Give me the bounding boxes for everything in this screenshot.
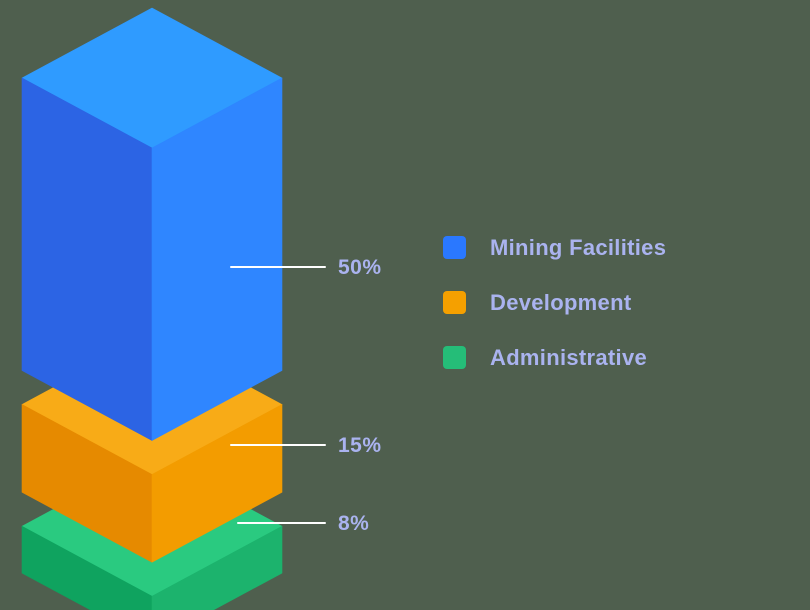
legend-item-administrative: Administrative — [443, 346, 666, 369]
percent-label-development: 15% — [338, 434, 382, 457]
legend-label-mining-facilities: Mining Facilities — [490, 234, 667, 260]
administrative-right-face — [151, 525, 283, 610]
bar-segment-mining-facilities — [21, 7, 283, 441]
administrative-left-face — [21, 525, 153, 610]
legend-item-development: Development — [443, 291, 666, 314]
percent-label-administrative: 8% — [338, 512, 370, 535]
leader-line-administrative — [237, 522, 326, 524]
legend-item-mining-facilities: Mining Facilities — [443, 236, 666, 259]
legend-swatch-mining-facilities — [443, 236, 466, 259]
leader-line-development — [230, 444, 326, 446]
mining-facilities-right-face — [151, 77, 283, 441]
legend: Mining Facilities Development Administra… — [443, 236, 666, 369]
legend-swatch-development — [443, 291, 466, 314]
leader-line-mining-facilities — [230, 266, 326, 268]
development-right-face — [151, 404, 283, 563]
percent-label-mining-facilities: 50% — [338, 256, 382, 279]
legend-label-administrative: Administrative — [490, 344, 648, 370]
legend-label-development: Development — [490, 289, 632, 315]
legend-swatch-administrative — [443, 346, 466, 369]
